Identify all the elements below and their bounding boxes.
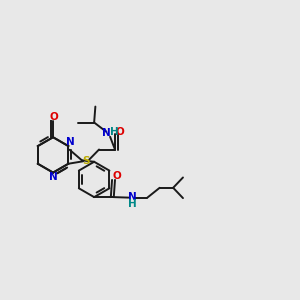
Text: O: O: [112, 170, 121, 181]
Text: H: H: [110, 127, 119, 137]
Text: N: N: [128, 192, 136, 202]
Text: O: O: [50, 112, 59, 122]
Text: N: N: [49, 172, 58, 182]
Text: N: N: [67, 137, 75, 147]
Text: N: N: [102, 128, 111, 138]
Text: H: H: [128, 200, 136, 209]
Text: O: O: [115, 127, 124, 137]
Text: S: S: [82, 156, 90, 166]
